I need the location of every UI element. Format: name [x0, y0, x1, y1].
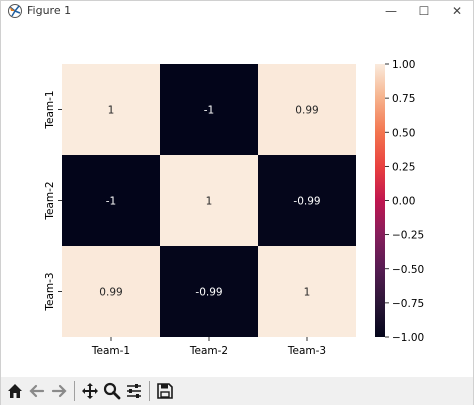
heatmap-cell	[62, 246, 160, 337]
heatmap-cells	[62, 64, 356, 337]
cell-annotation: 1	[108, 105, 115, 117]
title-bar[interactable]: Figure 1 — ☐ ✕	[1, 1, 473, 21]
pan-icon	[82, 383, 98, 399]
x-tick-label: Team-3	[287, 345, 326, 357]
heatmap-cell	[258, 64, 356, 155]
maximize-button[interactable]: ☐	[408, 1, 440, 21]
heatmap-cell	[160, 246, 258, 337]
forward-icon	[51, 384, 67, 398]
matplotlib-logo-icon	[8, 4, 22, 18]
cell-annotation: -0.99	[195, 287, 222, 299]
cell-annotation: -1	[204, 105, 214, 117]
cell-annotation: 0.99	[295, 105, 318, 117]
y-tick-label: Team-3	[44, 272, 56, 311]
heatmap-cell	[160, 64, 258, 155]
cell-annotation: 0.99	[99, 287, 122, 299]
heatmap-cell	[62, 64, 160, 155]
maximize-icon: ☐	[418, 4, 430, 18]
zoom-icon	[103, 382, 121, 400]
save-button[interactable]	[154, 380, 176, 402]
pan-button[interactable]	[79, 380, 101, 402]
cell-annotation: -1	[106, 196, 116, 208]
y-tick-label: Team-1	[44, 90, 56, 129]
configure-subplots-button[interactable]	[123, 380, 145, 402]
save-icon	[157, 383, 173, 399]
heatmap-cell	[160, 155, 258, 246]
colorbar-tick-label: −0.25	[392, 230, 424, 242]
cell-annotation: 1	[206, 196, 213, 208]
heatmap-cell	[62, 155, 160, 246]
x-tick-label: Team-2	[189, 345, 228, 357]
toolbar-separator	[74, 381, 75, 401]
back-icon	[29, 384, 45, 398]
y-tick-label: Team-2	[44, 181, 56, 220]
colorbar-tick-label: 0.25	[392, 161, 415, 173]
heatmap-cell	[258, 246, 356, 337]
cell-annotation: 1	[304, 287, 311, 299]
minimize-button[interactable]: —	[375, 1, 407, 21]
x-axis: Team-1 Team-2 Team-3	[91, 337, 326, 357]
window-title: Figure 1	[27, 4, 72, 17]
cell-annotation: -0.99	[293, 196, 320, 208]
colorbar-tick-label: −0.50	[392, 264, 424, 276]
navigation-toolbar	[1, 377, 473, 405]
colorbar	[375, 64, 385, 337]
home-icon	[8, 384, 22, 398]
close-icon: ✕	[451, 4, 463, 18]
toolbar-separator	[149, 381, 150, 401]
colorbar-tick-label: 1.00	[392, 59, 415, 71]
x-tick-label: Team-1	[91, 345, 130, 357]
y-axis: Team-1 Team-2 Team-3	[44, 90, 62, 312]
back-button[interactable]	[26, 380, 48, 402]
minimize-icon: —	[385, 4, 397, 18]
home-button[interactable]	[4, 380, 26, 402]
colorbar-tick-label: 0.75	[392, 93, 415, 105]
colorbar-tick-label: −1.00	[392, 332, 424, 344]
colorbar-gradient	[375, 64, 385, 337]
plot-canvas[interactable]: 1 -1 0.99 -1 1 -0.99 0.99 -0.99 1 Team-1 Team-2 Te…	[1, 21, 473, 377]
heatmap-chart: 1 -1 0.99-1 1 -0.990.99 -0.99 1 Team-1Team-2Te…	[44, 59, 424, 357]
configure-icon	[127, 384, 141, 398]
colorbar-tick-label: 0.50	[392, 127, 415, 139]
colorbar-tick-label: 0.00	[392, 196, 415, 208]
colorbar-ticks: 1.00 0.75 0.50 0.25 0.00 −0.25 −0.50 −0.75 −1.00	[385, 59, 424, 344]
close-button[interactable]: ✕	[441, 1, 473, 21]
cell-annotations: 1 -1 0.99 -1 1 -0.99 0.99 -0.99 1	[99, 105, 320, 299]
zoom-button[interactable]	[101, 380, 123, 402]
forward-button[interactable]	[48, 380, 70, 402]
colorbar-tick-label: −0.75	[392, 298, 424, 310]
heatmap-cell	[258, 155, 356, 246]
